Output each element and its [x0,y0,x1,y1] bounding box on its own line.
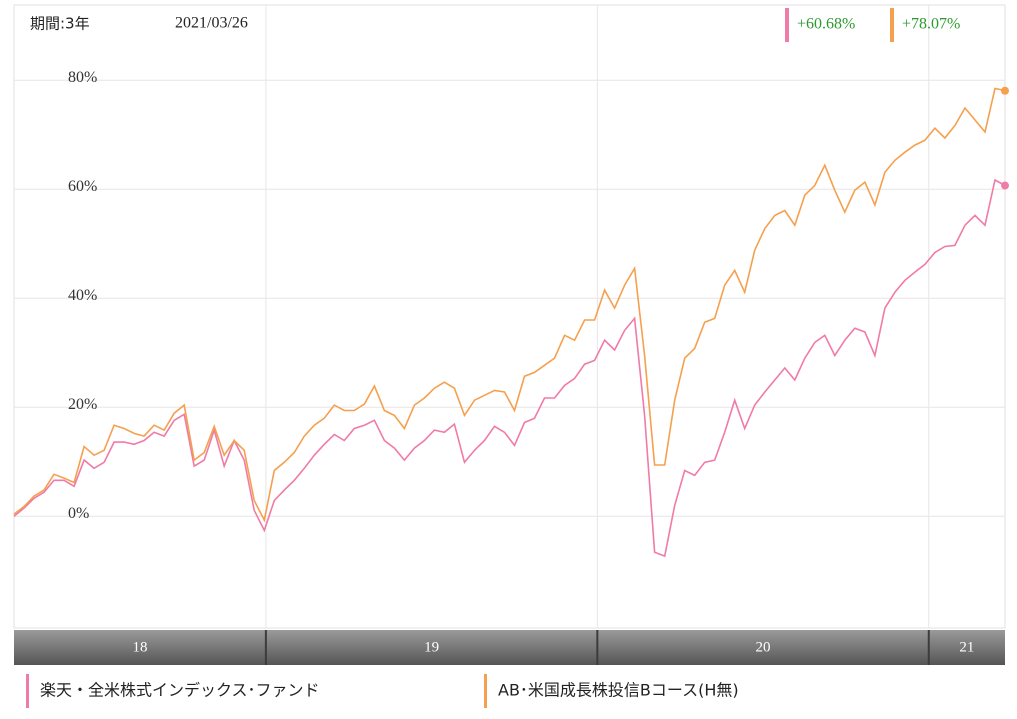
legend-swatch [26,674,29,708]
y-tick-label: 40% [68,287,97,304]
legend-label: AB･米国成長株投信Bコース(H無) [498,681,739,700]
x-tick-label: 18 [132,639,147,655]
y-tick-label: 60% [68,178,97,195]
x-axis-bar [14,630,1005,665]
period-label: 期間:3年 [30,15,90,33]
date-label: 2021/03/26 [175,15,248,32]
plot-area [13,4,1006,629]
end-value-label: +78.07% [902,16,960,33]
y-tick-label: 0% [68,505,89,522]
series-line [13,178,1006,558]
header-swatch [785,8,789,42]
x-tick-label: 19 [424,639,439,655]
legend-label: 楽天・全米株式インデックス･ファンド [40,681,320,700]
legend-swatch [484,674,487,708]
header-swatch [890,8,894,42]
x-tick-label: 21 [959,639,974,655]
series-line [13,87,1006,523]
y-tick-label: 20% [68,396,97,413]
end-marker [1001,181,1009,190]
end-marker [1001,86,1009,95]
y-tick-label: 80% [68,69,97,86]
x-tick-label: 20 [756,639,771,655]
end-value-label: +60.68% [797,16,855,33]
